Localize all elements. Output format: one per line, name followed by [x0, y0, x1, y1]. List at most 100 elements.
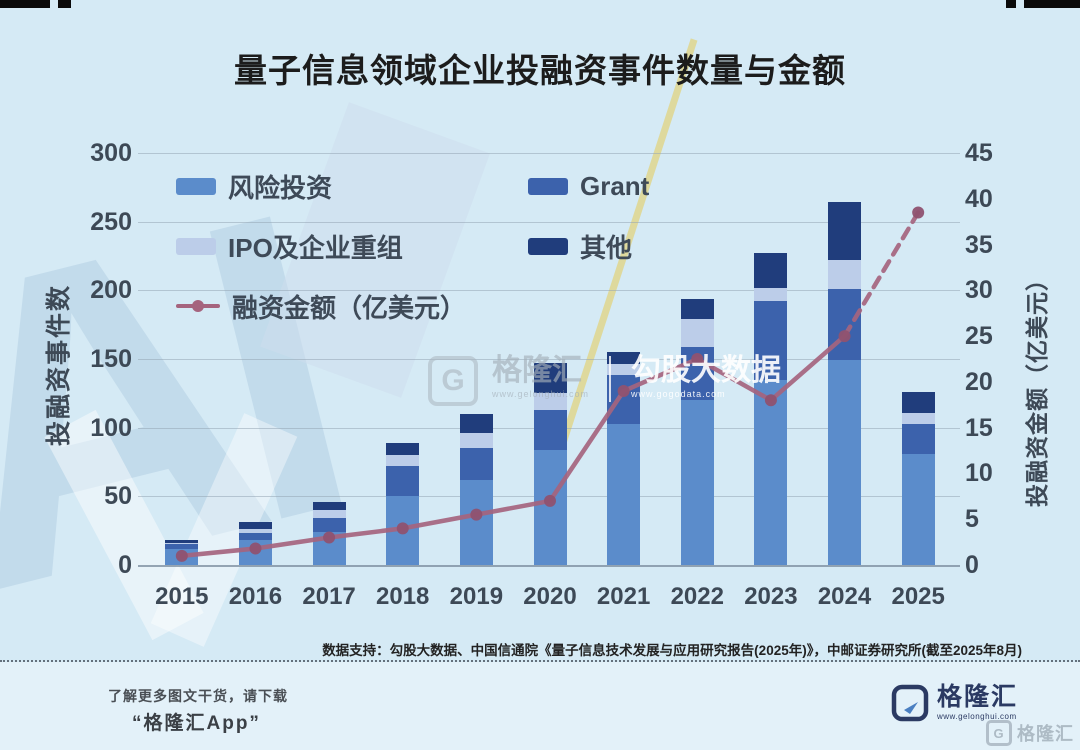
bar-segment-2015-IPO及企业重组	[165, 543, 199, 545]
right-tick-35: 35	[965, 230, 993, 259]
amount-line	[179, 333, 847, 559]
line-point-2024	[838, 330, 851, 343]
bar-segment-2017-IPO及企业重组	[312, 510, 346, 519]
x-label-2022: 2022	[670, 583, 724, 610]
bottom-bar: 了解更多图文干货，请下载 “格隆汇App” 格隆汇 www.gelonghui.…	[0, 662, 1080, 750]
chart-title: 量子信息领域企业投融资事件数量与金额	[234, 52, 846, 89]
legend-swatch-icon	[528, 237, 568, 255]
legend-label: Grant	[580, 170, 650, 201]
bar-segment-2025-Grant	[901, 423, 935, 454]
legend-item-Grant: Grant	[528, 170, 649, 202]
bar-segment-2018-其他	[386, 442, 420, 456]
x-label-2020: 2020	[523, 583, 577, 610]
legend-item-其他: 其他	[528, 230, 633, 263]
corner-watermark: G 格隆汇	[986, 720, 1074, 746]
bar-segment-2023-Grant	[754, 301, 788, 380]
left-tick-50: 50	[104, 482, 132, 511]
corner-watermark-g-icon: G	[986, 720, 1012, 746]
legend-item-融资金额（亿美元）: 融资金额（亿美元）	[176, 290, 467, 323]
left-axis-title: 投融资事件数	[45, 284, 73, 447]
line-point-2020	[544, 494, 556, 507]
bar-segment-2024-风险投资	[828, 360, 862, 565]
data-source-note: 数据支持：勾股大数据、中国信通院《量子信息技术发展与应用研究报告(2025年)》…	[322, 643, 1022, 658]
right-tick-25: 25	[965, 322, 993, 351]
bar-segment-2017-其他	[312, 501, 346, 511]
legend-label: 融资金额（亿美元）	[232, 292, 467, 323]
line-point-2022	[691, 353, 704, 365]
right-tick-40: 40	[965, 184, 993, 213]
right-tick-15: 15	[965, 413, 993, 442]
bar-segment-2023-风险投资	[754, 379, 788, 565]
bar-segment-2019-风险投资	[459, 479, 493, 565]
bar-segment-2023-其他	[754, 253, 788, 288]
top-right-crop-mark-2	[1006, 0, 1016, 8]
top-left-crop-mark-2	[58, 0, 71, 8]
legend-label: 风险投资	[228, 172, 333, 203]
gridline-0	[138, 565, 960, 567]
x-label-2015: 2015	[155, 583, 209, 610]
bar-segment-2016-Grant	[238, 533, 272, 541]
bar-segment-2024-IPO及企业重组	[828, 260, 862, 289]
gelonghui-logo-icon	[891, 684, 929, 722]
x-label-2017: 2017	[302, 583, 356, 610]
bar-segment-2025-其他	[901, 391, 935, 413]
x-label-2025: 2025	[891, 583, 945, 610]
logo-brand-name: 格隆汇	[936, 683, 1018, 711]
line-point-2016	[249, 542, 262, 555]
legend-swatch-icon	[528, 177, 568, 195]
bar-segment-2016-IPO及企业重组	[238, 529, 272, 534]
amount-line-layer	[175, 206, 925, 562]
x-label-2019: 2019	[449, 583, 504, 610]
right-tick-0: 0	[965, 551, 979, 579]
dotted-separator	[0, 660, 1080, 662]
x-label-2016: 2016	[228, 583, 283, 610]
corner-watermark-text: 格隆汇	[1017, 724, 1074, 744]
bar-segment-2016-其他	[238, 522, 272, 530]
bar-segment-2018-IPO及企业重组	[386, 455, 420, 467]
bar-segment-2025-风险投资	[901, 453, 935, 565]
top-left-crop-mark	[0, 0, 50, 8]
promo-text-line2: “格隆汇App”	[132, 713, 261, 734]
left-tick-0: 0	[118, 551, 132, 579]
left-tick-200: 200	[90, 276, 132, 305]
right-axis-title: 投融资金额（亿美元）	[1024, 267, 1050, 507]
right-tick-45: 45	[965, 139, 993, 167]
legend-swatch-icon	[176, 237, 216, 255]
left-tick-300: 300	[90, 139, 132, 167]
line-point-2023	[764, 394, 777, 407]
right-tick-10: 10	[965, 459, 993, 488]
bar-segment-2019-Grant	[459, 448, 493, 480]
legend-line-swatch-icon	[176, 300, 220, 312]
right-tick-30: 30	[965, 276, 993, 305]
bar-segment-2019-其他	[459, 413, 493, 434]
legend-label: 其他	[580, 232, 633, 263]
left-tick-100: 100	[90, 413, 132, 442]
x-label-2024: 2024	[817, 583, 872, 610]
legend-item-IPO及企业重组: IPO及企业重组	[176, 230, 403, 263]
legend-label: IPO及企业重组	[228, 232, 403, 263]
bar-segment-2017-Grant	[312, 518, 346, 533]
promo-text-line1: 了解更多图文干货，请下载	[108, 688, 288, 704]
right-tick-20: 20	[965, 367, 993, 396]
bar-segment-2015-Grant	[165, 544, 199, 549]
legend-swatch-icon	[176, 177, 216, 195]
bar-segment-2018-Grant	[386, 466, 420, 497]
bar-segment-2025-IPO及企业重组	[901, 412, 935, 424]
gelonghui-logo: 格隆汇 www.gelonghui.com	[891, 684, 1018, 722]
line-point-2017	[323, 531, 336, 544]
line-point-2025	[912, 206, 925, 219]
legend-line-dot-icon	[192, 300, 204, 312]
line-point-2019	[470, 508, 483, 521]
right-tick-5: 5	[965, 505, 979, 534]
legend-item-风险投资: 风险投资	[176, 170, 333, 203]
x-label-2018: 2018	[376, 583, 430, 610]
line-point-2018	[396, 522, 409, 535]
line-point-2015	[175, 549, 188, 562]
left-tick-150: 150	[90, 345, 132, 373]
bar-segment-2024-其他	[828, 202, 862, 261]
top-right-crop-mark	[1024, 0, 1080, 8]
amount-line-forecast	[842, 210, 921, 339]
logo-brand-url: www.gelonghui.com	[936, 712, 1017, 721]
